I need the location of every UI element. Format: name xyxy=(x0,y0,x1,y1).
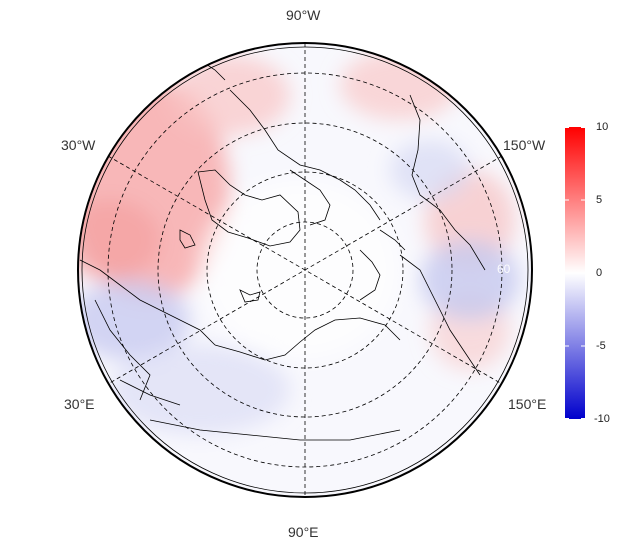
colorbar-ticks xyxy=(565,127,585,419)
colorbar-gradient xyxy=(565,127,585,419)
longitude-label-30e: 30°E xyxy=(64,396,95,412)
colorbar-tick-label: 0 xyxy=(596,267,603,279)
longitude-label-150e: 150°E xyxy=(508,396,547,412)
latitude-circle-60 xyxy=(157,122,453,418)
colorbar-tick-label: 10 xyxy=(596,121,609,133)
graticule xyxy=(107,43,503,497)
longitude-label-150w: 150°W xyxy=(503,137,546,153)
coastlines xyxy=(79,59,486,441)
colorbar xyxy=(565,127,585,419)
longitude-label-90w: 90°W xyxy=(286,7,321,23)
longitude-label-30w: 30°W xyxy=(61,137,96,153)
colorbar-tick-label: -10 xyxy=(594,413,610,425)
longitude-label-90e: 90°E xyxy=(288,524,319,540)
map-border xyxy=(77,42,533,498)
anomaly-field xyxy=(78,43,532,497)
colorbar-tick-label: 5 xyxy=(596,194,603,206)
latitude-circle-70 xyxy=(206,171,404,369)
meridian-150w-30e xyxy=(107,155,503,385)
latitude-circle-80 xyxy=(256,221,354,319)
map-border-inner xyxy=(81,46,529,494)
latitude-label-60: 60 xyxy=(497,262,511,276)
colorbar-tick-label: -5 xyxy=(596,340,606,352)
